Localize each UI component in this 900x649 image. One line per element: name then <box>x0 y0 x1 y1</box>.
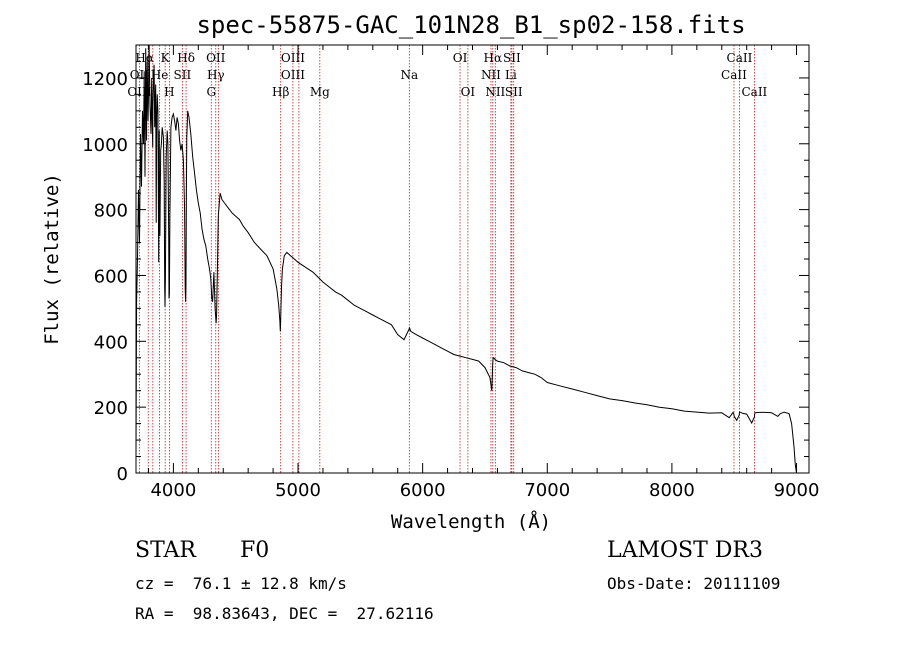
redshift-velocity: cz = 76.1 ± 12.8 km/s <box>135 574 347 593</box>
spectral-line-label: OI <box>461 85 476 99</box>
spectral-line-label: Na <box>400 68 418 82</box>
spectrum-line <box>135 44 797 474</box>
spectral-line-label: NII <box>485 85 505 99</box>
x-tick-label: 6000 <box>400 480 446 501</box>
y-tick-label: 200 <box>94 398 128 419</box>
y-tick-label: 400 <box>94 332 128 353</box>
spectral-line-label: Mg <box>310 85 330 99</box>
spectral-line-label: K <box>161 51 171 65</box>
spectral-line-label: Li <box>505 68 517 82</box>
spectral-line-label: OI <box>453 51 468 65</box>
spectral-line-label: SII <box>505 85 523 99</box>
spectral-line-label: OII <box>206 51 226 65</box>
x-axis-ticks: 4000 5000 6000 7000 8000 9000 <box>147 45 820 501</box>
spectral-line-label: Hδ <box>177 51 195 65</box>
observation-date: Obs-Date: 20111109 <box>607 574 781 593</box>
x-tick-label: 5000 <box>275 480 321 501</box>
spectral-line-label: He <box>151 68 169 82</box>
spectral-line-label: SII <box>174 68 192 82</box>
plot-frame <box>135 44 810 474</box>
y-tick-label: 800 <box>94 201 128 222</box>
object-subclass: F0 <box>240 538 270 563</box>
chart-title: spec-55875-GAC_101N28_B1_sp02-158.fits <box>196 11 745 39</box>
spectral-line-label: H <box>164 85 174 99</box>
spectral-line-label: CaII <box>721 68 747 82</box>
spectral-line-markers <box>138 45 755 473</box>
spectral-line-label: Hγ <box>207 68 225 82</box>
spectral-line-label: Hβ <box>272 85 289 99</box>
x-tick-label: 9000 <box>774 480 820 501</box>
spectral-line-label: NII <box>481 68 501 82</box>
y-tick-label: 1200 <box>82 69 128 90</box>
y-tick-label: 0 <box>117 464 128 485</box>
spectral-line-label: CaII <box>727 51 753 65</box>
spectral-line-label: CaII <box>741 85 767 99</box>
x-tick-label: 8000 <box>649 480 695 501</box>
spectral-line-label: OIII <box>281 68 305 82</box>
survey-name: LAMOST DR3 <box>607 538 763 563</box>
y-tick-label: 1000 <box>82 135 128 156</box>
spectral-line-label: SII <box>503 51 521 65</box>
y-axis-label: Flux (relative) <box>41 173 63 345</box>
sky-coordinates: RA = 98.83643, DEC = 27.62116 <box>135 604 434 623</box>
spectral-line-label: Hα <box>484 51 503 65</box>
x-axis-label: Wavelength (Å) <box>391 510 551 533</box>
spectral-line-label: Hα <box>135 51 154 65</box>
y-tick-label: 600 <box>94 266 128 287</box>
x-tick-label: 4000 <box>150 480 196 501</box>
object-class: STAR <box>135 538 196 563</box>
x-tick-label: 7000 <box>524 480 570 501</box>
spectral-line-label: OIII <box>281 51 305 65</box>
spectral-line-label: G <box>206 85 216 99</box>
y-axis-ticks: 0 200 400 600 800 1000 1200 <box>82 44 809 485</box>
